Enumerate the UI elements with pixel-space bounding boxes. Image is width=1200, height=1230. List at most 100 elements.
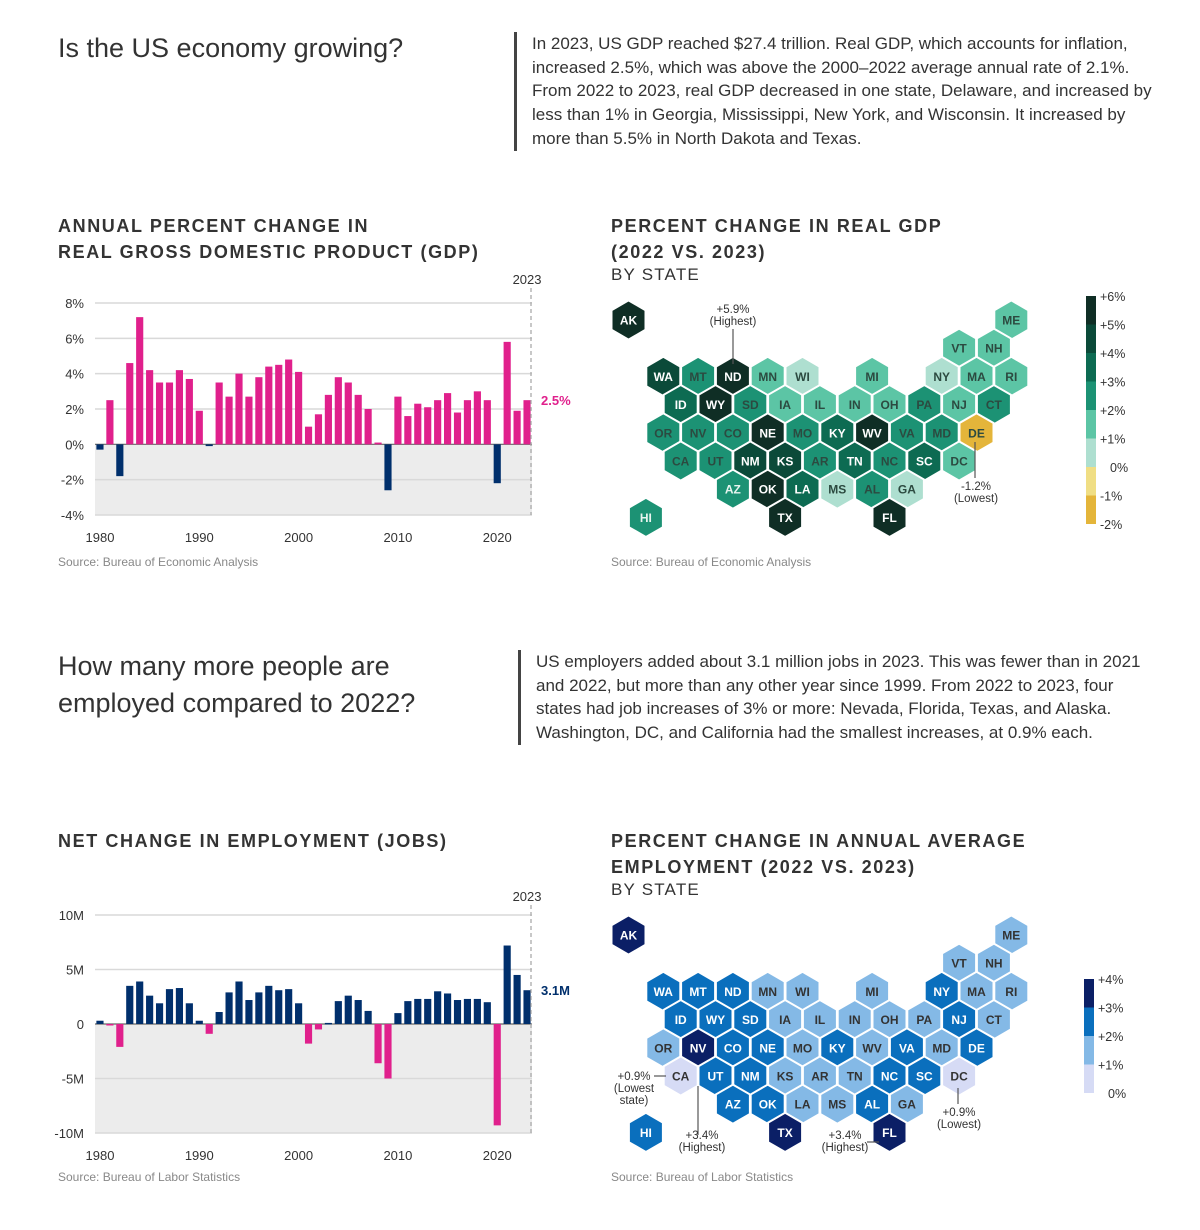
state-label: GA (898, 483, 916, 497)
bar-2000 (295, 371, 303, 445)
bar-1994 (235, 981, 243, 1024)
state-label: GA (898, 1098, 916, 1112)
legend-swatch (1084, 1036, 1094, 1065)
state-label: VA (899, 426, 915, 440)
state-label: NV (690, 426, 707, 440)
annotation-note: (Highest) (679, 1142, 726, 1154)
state-label: TN (847, 1070, 863, 1084)
highlight-year-label: 2023 (513, 272, 542, 287)
bar-1999 (285, 359, 293, 445)
state-label: MS (828, 483, 846, 497)
legend-label: 0% (1110, 461, 1128, 475)
legend-swatch (1086, 353, 1096, 382)
state-hex-wv: WV (854, 412, 891, 454)
state-label: CT (986, 1013, 1003, 1027)
legend-swatch (1086, 495, 1096, 524)
annotation-note: (Lowest) (954, 493, 998, 505)
bar-1988 (175, 988, 183, 1024)
bar-2002 (314, 414, 323, 445)
legend-swatch (1084, 979, 1094, 1008)
state-label: OH (881, 1013, 899, 1027)
bar-1990 (195, 1020, 203, 1024)
state-label: TN (847, 455, 863, 469)
state-label: ID (675, 398, 687, 412)
state-label: DE (968, 1041, 985, 1055)
state-label: WI (795, 370, 810, 384)
state-label: IA (779, 1013, 791, 1027)
jobs-map-title: PERCENT CHANGE IN ANNUAL AVERAGE EMPLOYM… (611, 828, 1026, 880)
hex-shape (871, 1111, 908, 1154)
state-hex-tx: TX (767, 1111, 804, 1154)
bar-1992 (215, 1012, 223, 1024)
state-label: SC (916, 455, 933, 469)
state-label: AZ (725, 1098, 741, 1112)
gdp-map-subtitle: BY STATE (611, 265, 700, 284)
state-label: CO (724, 1041, 742, 1055)
bar-1986 (155, 382, 164, 445)
state-hex-az: AZ (714, 1083, 751, 1125)
state-hex-md: MD (923, 412, 960, 454)
state-label: ND (724, 985, 742, 999)
state-hex-nd: ND (714, 970, 751, 1013)
y-tick-label: 4% (65, 367, 84, 382)
state-label: OH (881, 398, 899, 412)
legend-label: +6% (1100, 290, 1125, 304)
state-hex-nv: NV (680, 412, 717, 454)
state-label: NE (759, 426, 776, 440)
bar-1991 (205, 1024, 213, 1034)
legend-label: +5% (1100, 319, 1125, 333)
state-label: NC (881, 1070, 899, 1084)
state-label: AK (620, 929, 638, 943)
state-hex-dc: DC (941, 1055, 978, 1097)
state-label: UT (708, 1070, 725, 1084)
state-hex-ga: GA (888, 1083, 925, 1125)
legend-swatch (1084, 1007, 1094, 1036)
state-label: WA (654, 985, 674, 999)
x-tick-label: 1990 (185, 530, 214, 545)
legend-label: -1% (1100, 490, 1122, 504)
bar-1989 (185, 1003, 193, 1024)
jobs-chart-title: NET CHANGE IN EMPLOYMENT (JOBS) (58, 831, 448, 851)
bar-2001 (304, 426, 313, 445)
x-tick-label: 2000 (284, 1148, 313, 1163)
state-label: MA (967, 985, 986, 999)
legend-swatch (1086, 381, 1096, 410)
x-tick-label: 1980 (86, 530, 115, 545)
state-label: VT (951, 957, 967, 971)
state-hex-ri: RI (993, 355, 1030, 398)
legend-label: +4% (1100, 347, 1125, 361)
state-label: KS (777, 1070, 794, 1084)
annotation-value: +5.9% (717, 304, 750, 316)
bar-2016 (453, 412, 462, 445)
bar-2005 (344, 382, 352, 445)
annotation-value: +3.4% (829, 1130, 862, 1142)
state-hex-mo: MO (784, 1027, 821, 1069)
state-hex-mi: MI (854, 970, 891, 1013)
bar-1982 (116, 444, 124, 477)
state-label: OK (759, 1098, 777, 1112)
state-label: MO (793, 426, 812, 440)
gdp-map-title-line1: PERCENT CHANGE IN REAL GDP (611, 216, 943, 236)
bar-2013 (424, 407, 432, 445)
state-label: AL (864, 1098, 880, 1112)
bar-2014 (434, 400, 442, 445)
gdp-chart-title-line1: ANNUAL PERCENT CHANGE IN (58, 216, 370, 236)
state-label: VA (899, 1041, 915, 1055)
state-label: HI (640, 511, 652, 525)
state-hex-hi: HI (627, 496, 664, 539)
annotation-value: -1.2% (961, 481, 991, 493)
state-label: ME (1002, 929, 1020, 943)
state-hex-fl: FL (871, 1111, 908, 1154)
highlight-value-label: 3.1M (541, 983, 570, 998)
bar-2021 (503, 945, 511, 1024)
state-label: MS (828, 1098, 846, 1112)
state-label: AK (620, 314, 638, 328)
gdp-map-title-line2: (2022 VS. 2023) (611, 242, 767, 262)
bar-2001 (304, 1024, 313, 1044)
x-tick-label: 2010 (383, 530, 412, 545)
state-label: IN (849, 398, 861, 412)
y-tick-label: 5M (66, 963, 84, 978)
state-hex-me: ME (993, 914, 1030, 956)
jobs-bar-source: Source: Bureau of Labor Statistics (58, 1170, 241, 1184)
